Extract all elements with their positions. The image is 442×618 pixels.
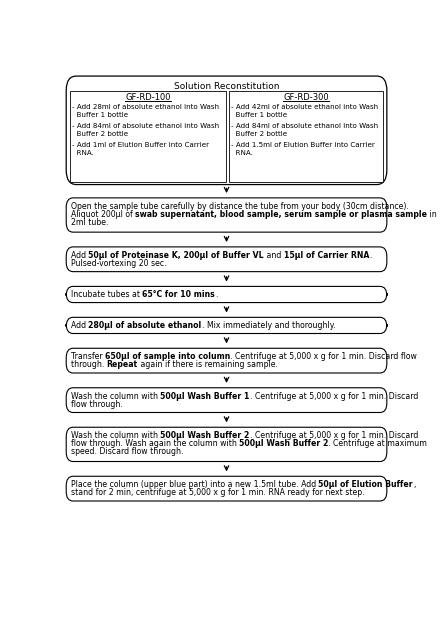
Text: . Centrifuge at 5,000 x g for 1 min. Discard: . Centrifuge at 5,000 x g for 1 min. Dis… [250, 431, 418, 440]
Text: . Mix immediately and thoroughly.: . Mix immediately and thoroughly. [202, 321, 335, 330]
Text: 2ml tube.: 2ml tube. [71, 218, 108, 227]
Text: - Add 84ml of absolute ethanol into Wash: - Add 84ml of absolute ethanol into Wash [72, 123, 219, 129]
Text: GF-RD-300: GF-RD-300 [283, 93, 329, 102]
Text: Place the column (upper blue part) into a new 1.5ml tube. Add: Place the column (upper blue part) into … [71, 480, 318, 489]
Text: . Centrifuge at maximum: . Centrifuge at maximum [328, 439, 427, 448]
Text: Transfer: Transfer [71, 352, 105, 361]
Text: . Centrifuge at 5,000 x g for 1 min. Discard: . Centrifuge at 5,000 x g for 1 min. Dis… [250, 392, 418, 400]
Text: 500µl Wash Buffer 1: 500µl Wash Buffer 1 [160, 392, 250, 400]
Text: Wash the column with: Wash the column with [71, 431, 160, 440]
Text: - Add 84ml of absolute ethanol into Wash: - Add 84ml of absolute ethanol into Wash [231, 123, 378, 129]
FancyBboxPatch shape [66, 76, 387, 185]
Text: 500µl Wash Buffer 2: 500µl Wash Buffer 2 [239, 439, 328, 448]
Text: flow through.: flow through. [71, 400, 122, 408]
Text: 50µl of Elution Buffer: 50µl of Elution Buffer [318, 480, 413, 489]
Text: Aliquot 200µl of: Aliquot 200µl of [71, 210, 135, 219]
FancyBboxPatch shape [66, 427, 387, 462]
Text: stand for 2 min, centrifuge at 5,000 x g for 1 min. RNA ready for next step.: stand for 2 min, centrifuge at 5,000 x g… [71, 488, 364, 497]
Text: Pulsed-vortexing 20 sec.: Pulsed-vortexing 20 sec. [71, 259, 166, 268]
Text: 280µl of absolute ethanol: 280µl of absolute ethanol [88, 321, 202, 330]
Text: - Add 1.5ml of Elution Buffer into Carrier: - Add 1.5ml of Elution Buffer into Carri… [231, 142, 375, 148]
FancyBboxPatch shape [229, 91, 383, 182]
FancyBboxPatch shape [66, 476, 387, 501]
Text: speed. Discard flow through.: speed. Discard flow through. [71, 447, 183, 456]
Text: - Add 42ml of absolute ethanol into Wash: - Add 42ml of absolute ethanol into Wash [231, 104, 378, 109]
Text: 65°C for 10 mins: 65°C for 10 mins [142, 290, 215, 299]
Text: flow through. Wash again the column with: flow through. Wash again the column with [71, 439, 239, 448]
Text: through.: through. [71, 360, 107, 369]
FancyBboxPatch shape [70, 91, 226, 182]
Text: Solution Reconstitution: Solution Reconstitution [174, 82, 279, 91]
FancyBboxPatch shape [66, 317, 387, 334]
Text: Buffer 1 bottle: Buffer 1 bottle [72, 112, 128, 118]
Text: - Add 28ml of absolute ethanol into Wash: - Add 28ml of absolute ethanol into Wash [72, 104, 219, 109]
Text: Buffer 2 bottle: Buffer 2 bottle [72, 131, 128, 137]
Text: . Centrifuge at 5,000 x g for 1 min. Discard flow: . Centrifuge at 5,000 x g for 1 min. Dis… [230, 352, 417, 361]
FancyBboxPatch shape [66, 247, 387, 272]
Text: - Add 1ml of Elution Buffer into Carrier: - Add 1ml of Elution Buffer into Carrier [72, 142, 209, 148]
FancyBboxPatch shape [66, 198, 387, 232]
Text: RNA.: RNA. [72, 150, 94, 156]
FancyBboxPatch shape [66, 286, 387, 303]
Text: Open the sample tube carefully by distance the tube from your body (30cm distanc: Open the sample tube carefully by distan… [71, 201, 408, 211]
Text: ,: , [413, 480, 415, 489]
Text: Repeat: Repeat [107, 360, 137, 369]
Text: Buffer 1 bottle: Buffer 1 bottle [231, 112, 287, 118]
FancyBboxPatch shape [66, 349, 387, 373]
Text: 50µl of Proteinase K, 200µl of Buffer VL: 50µl of Proteinase K, 200µl of Buffer VL [88, 251, 264, 260]
Text: Incubate tubes at: Incubate tubes at [71, 290, 142, 299]
Text: Wash the column with: Wash the column with [71, 392, 160, 400]
FancyBboxPatch shape [66, 387, 387, 412]
Text: Add: Add [71, 321, 88, 330]
Text: 650µl of sample into column: 650µl of sample into column [105, 352, 230, 361]
Text: .: . [369, 251, 372, 260]
Text: 15µl of Carrier RNA: 15µl of Carrier RNA [284, 251, 369, 260]
Text: and: and [264, 251, 284, 260]
Text: in: in [427, 210, 437, 219]
Text: 500µl Wash Buffer 2: 500µl Wash Buffer 2 [160, 431, 250, 440]
Text: again if there is remaining sample.: again if there is remaining sample. [137, 360, 278, 369]
Text: Add: Add [71, 251, 88, 260]
Text: RNA.: RNA. [231, 150, 253, 156]
Text: Buffer 2 bottle: Buffer 2 bottle [231, 131, 287, 137]
Text: swab supernatant, blood sample, serum sample or plasma sample: swab supernatant, blood sample, serum sa… [135, 210, 427, 219]
Text: GF-RD-100: GF-RD-100 [125, 93, 171, 102]
Text: .: . [215, 290, 217, 299]
